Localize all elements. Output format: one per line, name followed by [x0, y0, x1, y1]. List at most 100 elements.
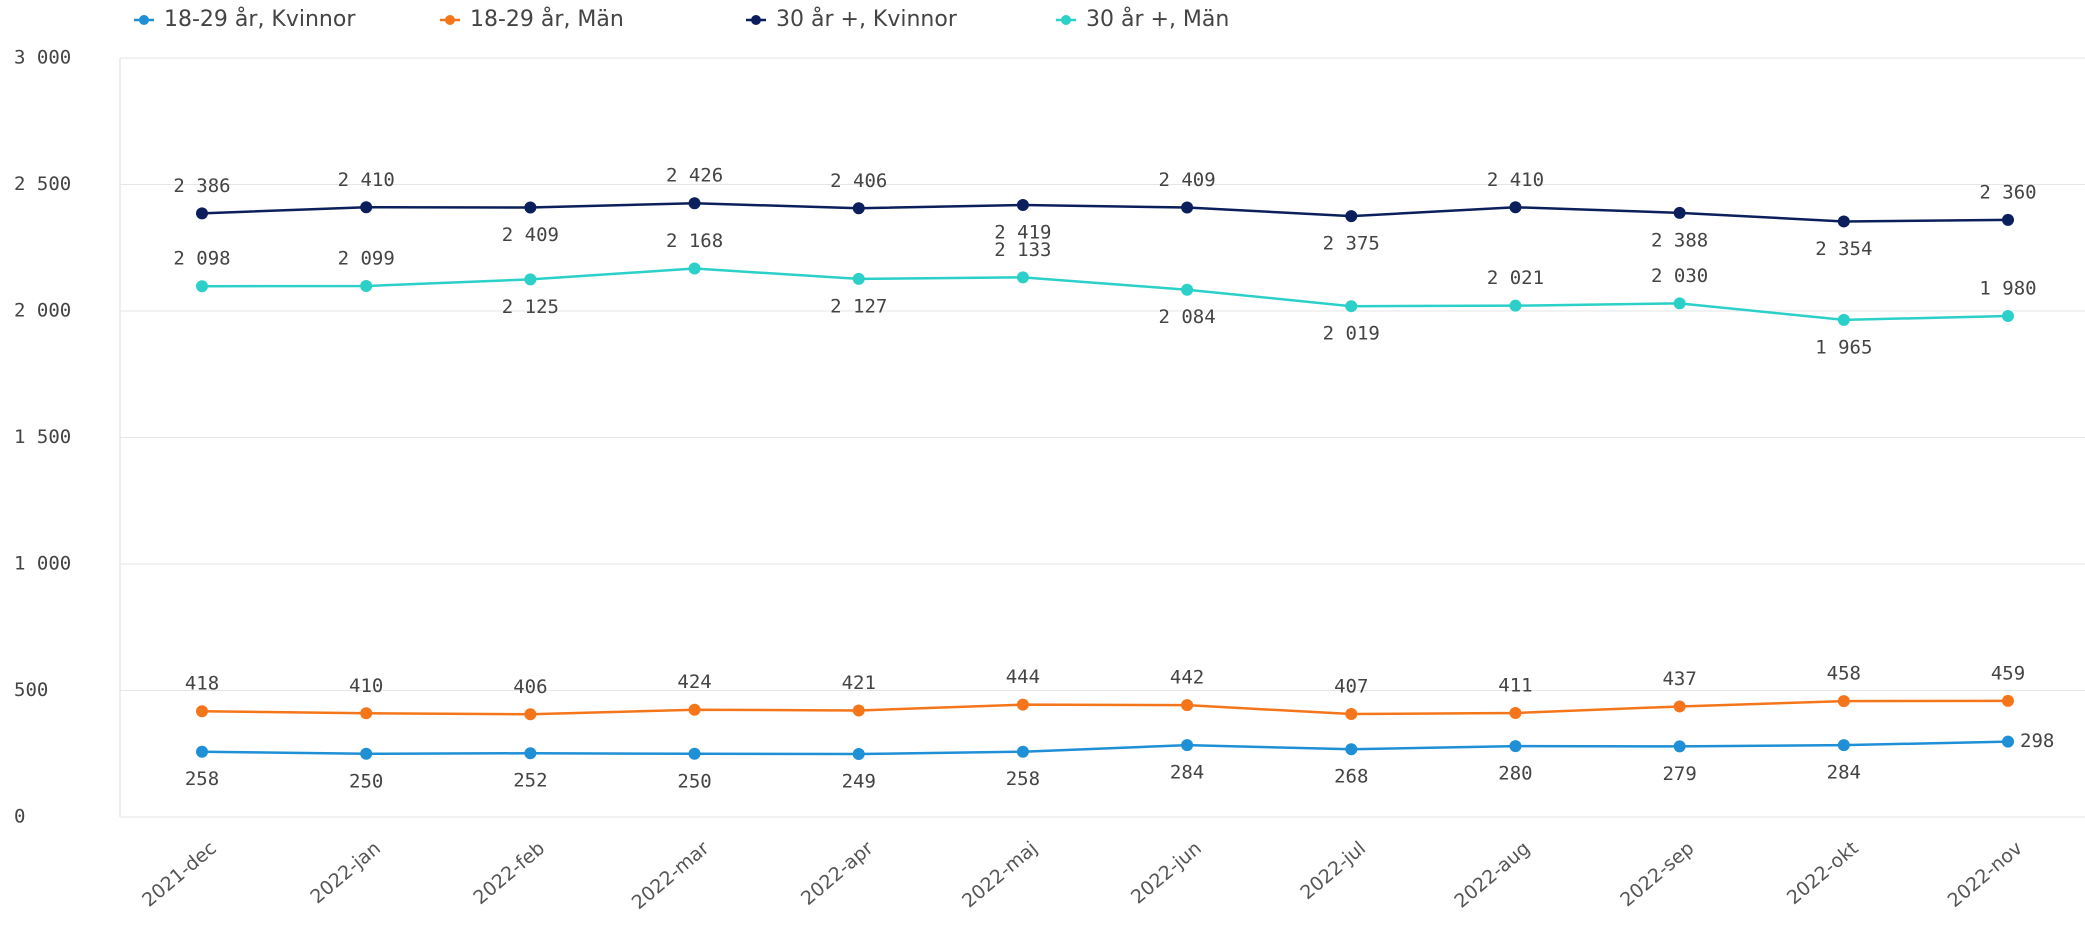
x-tick-label: 2022-maj — [958, 837, 1042, 912]
data-point — [360, 707, 373, 720]
data-label: 2 410 — [1487, 169, 1544, 191]
data-label: 437 — [1662, 668, 1696, 690]
data-point — [852, 202, 865, 215]
data-point — [1673, 700, 1686, 713]
data-point — [1016, 271, 1029, 284]
data-label: 410 — [349, 675, 383, 697]
data-label: 444 — [1006, 666, 1040, 688]
data-point — [1837, 215, 1850, 228]
data-label: 249 — [842, 771, 876, 793]
data-label: 2 375 — [1323, 233, 1380, 255]
data-point — [1345, 210, 1358, 223]
data-point — [1016, 198, 1029, 211]
data-label: 2 030 — [1651, 265, 1708, 287]
data-label: 2 127 — [830, 295, 887, 317]
legend-marker — [139, 15, 149, 25]
data-point — [2002, 213, 2014, 226]
data-label: 250 — [677, 770, 711, 792]
y-tick-label: 2 000 — [14, 300, 71, 322]
data-point — [1509, 201, 1522, 214]
legend-item: 30 år +, Män — [1056, 6, 1229, 32]
data-point — [2002, 694, 2014, 707]
data-point — [1181, 201, 1194, 214]
data-point — [1837, 313, 1850, 326]
data-label: 2 360 — [1979, 181, 2036, 203]
series-line — [201, 267, 2009, 322]
x-tick-label: 2022-mar — [628, 837, 714, 914]
data-label: 258 — [1006, 768, 1040, 790]
x-tick-label: 2022-jul — [1296, 837, 1370, 904]
x-tick-label: 2022-nov — [1944, 837, 2027, 912]
data-label: 284 — [1827, 762, 1861, 784]
data-label: 2 354 — [1815, 238, 1872, 260]
data-point — [196, 705, 208, 718]
y-tick-label: 3 000 — [14, 47, 71, 69]
data-point — [1673, 740, 1686, 753]
data-label: 2 084 — [1158, 306, 1215, 328]
x-tick-label: 2022-jun — [1127, 837, 1206, 908]
x-tick-label: 2022-okt — [1783, 837, 1863, 909]
data-point — [688, 262, 701, 275]
data-label: 2 099 — [338, 247, 395, 269]
data-label: 406 — [513, 676, 547, 698]
legend-item: 18-29 år, Män — [440, 6, 624, 32]
legend-label: 18-29 år, Kvinnor — [164, 6, 356, 32]
data-point — [852, 748, 865, 761]
data-point — [688, 747, 701, 760]
x-tick-label: 2022-apr — [797, 837, 878, 910]
data-label: 2 409 — [502, 224, 559, 246]
data-label: 2 386 — [173, 175, 230, 197]
data-point — [1181, 699, 1194, 712]
y-tick-label: 2 500 — [14, 173, 71, 195]
data-label: 421 — [842, 672, 876, 694]
data-point — [360, 201, 373, 214]
data-point — [2002, 310, 2014, 323]
series-line — [201, 740, 2009, 756]
data-point — [1509, 707, 1522, 720]
data-label: 2 133 — [994, 239, 1051, 261]
data-label: 411 — [1498, 675, 1532, 697]
data-label: 459 — [1991, 662, 2025, 684]
y-tick-label: 500 — [14, 679, 48, 701]
data-point — [1181, 739, 1194, 752]
data-point — [1509, 740, 1522, 753]
series-line — [201, 201, 2009, 223]
data-label: 2 021 — [1487, 267, 1544, 289]
data-label: 418 — [185, 673, 219, 695]
x-tick-label: 2021-dec — [138, 837, 221, 911]
data-label: 258 — [185, 768, 219, 790]
data-point — [1509, 299, 1522, 312]
legend-marker — [445, 15, 455, 25]
data-point — [1016, 745, 1029, 758]
legend-item: 18-29 år, Kvinnor — [134, 6, 356, 32]
x-tick-label: 2022-feb — [469, 837, 549, 909]
y-tick-label: 0 — [14, 806, 25, 828]
data-label: 2 406 — [830, 170, 887, 192]
data-point — [196, 280, 208, 293]
legend-label: 18-29 år, Män — [470, 6, 624, 32]
data-point — [524, 273, 537, 286]
data-label: 1 965 — [1815, 336, 1872, 358]
data-point — [1345, 743, 1358, 756]
data-label: 2 409 — [1158, 169, 1215, 191]
data-point — [524, 747, 537, 760]
series-line — [201, 699, 2009, 716]
legend-item: 30 år +, Kvinnor — [746, 6, 958, 32]
data-label: 2 426 — [666, 165, 723, 187]
data-label: 458 — [1827, 663, 1861, 685]
data-label: 2 419 — [994, 221, 1051, 243]
data-point — [1673, 297, 1686, 310]
data-label: 2 098 — [173, 248, 230, 270]
data-point — [1837, 695, 1850, 708]
data-label: 2 410 — [338, 169, 395, 191]
data-point — [196, 207, 208, 220]
data-point — [1673, 206, 1686, 219]
data-label: 279 — [1662, 763, 1696, 785]
legend-marker — [751, 15, 761, 25]
data-point — [1345, 300, 1358, 313]
data-point — [1016, 698, 1029, 711]
legend-label: 30 år +, Kvinnor — [776, 6, 958, 32]
data-label: 2 388 — [1651, 229, 1708, 251]
data-point — [524, 708, 537, 721]
